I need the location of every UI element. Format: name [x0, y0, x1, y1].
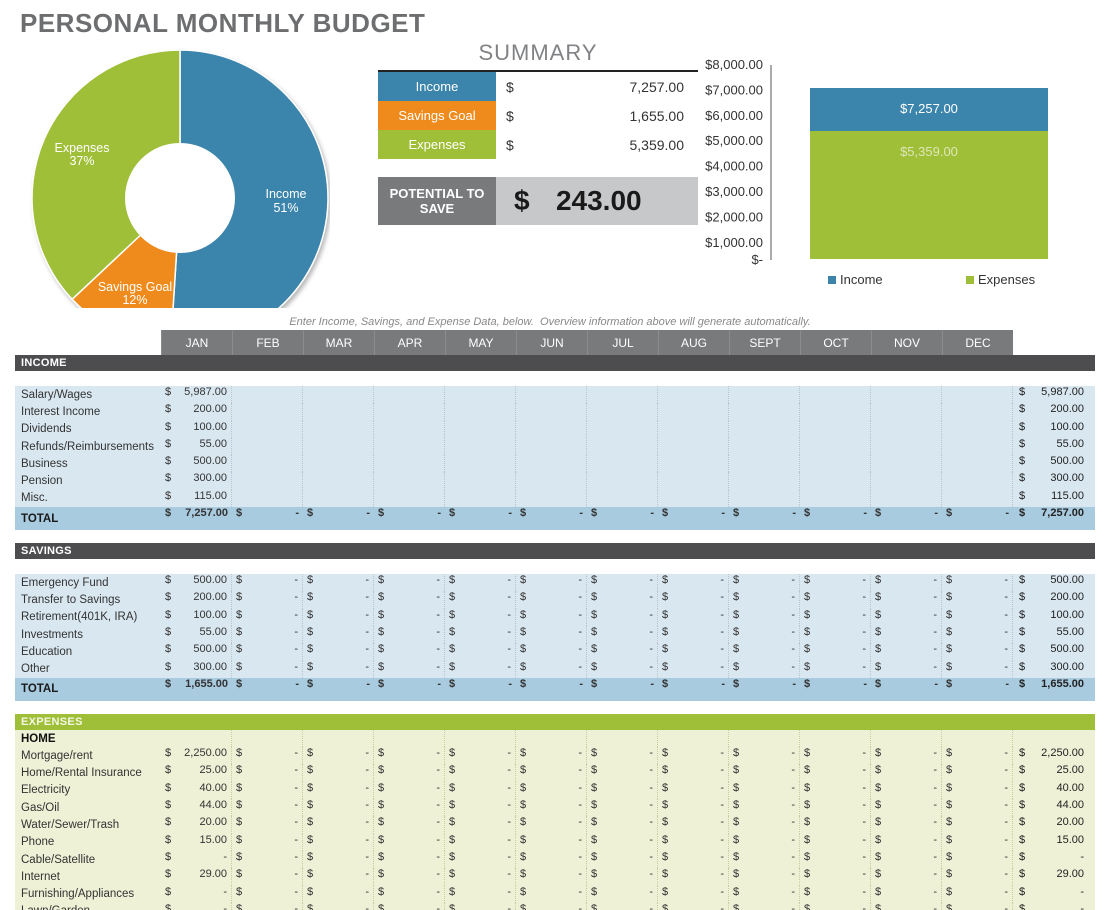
svg-text:$7,257.00: $7,257.00 [900, 101, 958, 116]
svg-text:$-: $- [751, 252, 763, 267]
svg-text:$4,000.00: $4,000.00 [705, 159, 763, 174]
svg-text:$8,000.00: $8,000.00 [705, 57, 763, 72]
svg-text:$6,000.00: $6,000.00 [705, 108, 763, 123]
svg-text:$3,000.00: $3,000.00 [705, 184, 763, 199]
svg-text:$2,000.00: $2,000.00 [705, 209, 763, 224]
svg-text:$5,359.00: $5,359.00 [900, 144, 958, 159]
svg-text:Savings Goal: Savings Goal [98, 280, 172, 294]
svg-text:$7,000.00: $7,000.00 [705, 82, 763, 97]
svg-text:$1,000.00: $1,000.00 [705, 235, 763, 250]
svg-text:Income: Income [266, 187, 307, 201]
svg-text:Expenses: Expenses [55, 141, 110, 155]
svg-text:Expenses: Expenses [978, 272, 1036, 287]
svg-text:51%: 51% [273, 201, 298, 215]
svg-text:12%: 12% [122, 293, 147, 307]
svg-text:$5,000.00: $5,000.00 [705, 133, 763, 148]
svg-text:Income: Income [840, 272, 883, 287]
svg-text:37%: 37% [69, 154, 94, 168]
